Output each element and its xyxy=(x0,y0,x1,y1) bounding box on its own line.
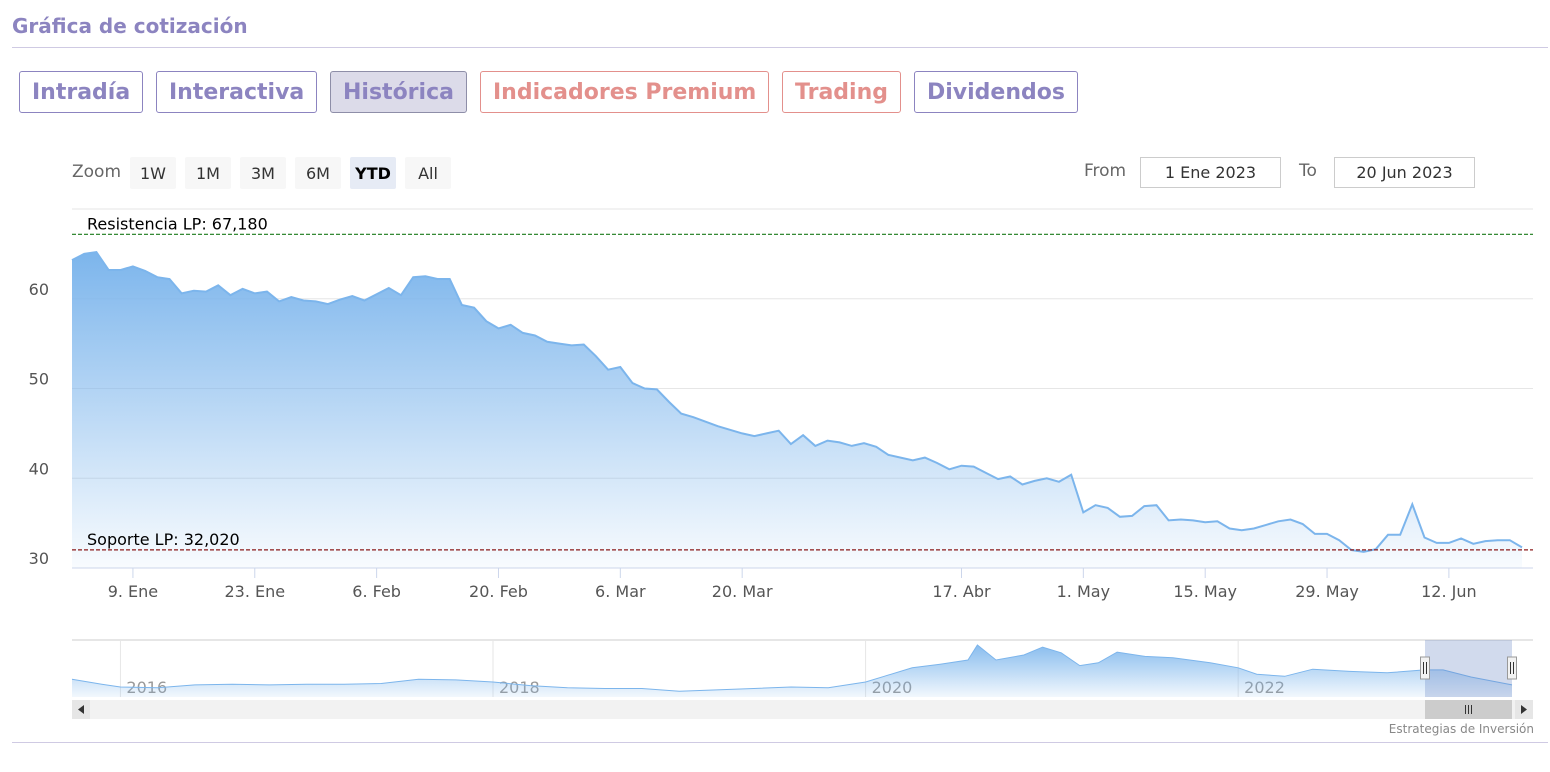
area-fill xyxy=(72,645,1512,697)
plot-line-label: Soporte LP: 32,020 xyxy=(87,530,240,549)
x-tick-label: 1. May xyxy=(1057,582,1110,601)
zoom-button[interactable]: All xyxy=(405,157,451,189)
plot-line-label: Resistencia LP: 67,180 xyxy=(87,214,268,233)
navigator-handle[interactable] xyxy=(1507,656,1517,680)
zoom-button[interactable]: YTD xyxy=(350,157,396,189)
x-tick-label: 20. Mar xyxy=(712,582,773,601)
x-tick-label: 9. Ene xyxy=(108,582,158,601)
area-fill xyxy=(72,252,1522,568)
tab[interactable]: Dividendos xyxy=(914,71,1078,113)
from-label: From xyxy=(1084,161,1127,181)
x-tick-label: 23. Ene xyxy=(224,582,285,601)
tab[interactable]: Histórica xyxy=(330,71,467,113)
zoom-button[interactable]: 1M xyxy=(185,157,231,189)
price-line xyxy=(71,644,1513,692)
to-input[interactable]: 20 Jun 2023 xyxy=(1334,157,1475,188)
to-label: To xyxy=(1299,161,1317,181)
tab[interactable]: Intradía xyxy=(19,71,144,113)
scrollbar-track xyxy=(72,700,1533,719)
tab[interactable]: Trading xyxy=(782,71,901,113)
credits: Estrategias de Inversión xyxy=(1388,722,1534,736)
from-input[interactable]: 1 Ene 2023 xyxy=(1140,157,1281,188)
zoom-button[interactable]: 3M xyxy=(240,157,286,189)
x-tick-label: 6. Feb xyxy=(352,582,401,601)
arrow xyxy=(1521,705,1527,714)
y-tick-label: 60 xyxy=(29,280,49,299)
y-tick-label: 50 xyxy=(29,370,49,389)
navigator-handle[interactable] xyxy=(1420,656,1430,680)
navigator-mask xyxy=(1425,640,1512,697)
section-title: Gráfica de cotización xyxy=(12,14,248,38)
price-line xyxy=(71,251,1523,553)
x-tick-label: 20. Feb xyxy=(469,582,528,601)
x-tick-label: 12. Jun xyxy=(1421,582,1477,601)
title-rule xyxy=(12,47,1548,48)
y-tick-label: 30 xyxy=(29,549,49,568)
x-tick-label: 15. May xyxy=(1173,582,1237,601)
y-tick-label: 40 xyxy=(29,459,49,478)
x-tick-label: 6. Mar xyxy=(595,582,646,601)
tab[interactable]: Interactiva xyxy=(156,71,318,113)
bottom-rule xyxy=(12,742,1548,743)
zoom-button[interactable]: 1W xyxy=(130,157,176,189)
arrow xyxy=(78,705,84,714)
zoom-button[interactable]: 6M xyxy=(295,157,341,189)
tab[interactable]: Indicadores Premium xyxy=(480,71,770,113)
x-tick-label: 17. Abr xyxy=(932,582,991,601)
x-tick-label: 29. May xyxy=(1295,582,1359,601)
zoom-label: Zoom xyxy=(72,162,122,182)
